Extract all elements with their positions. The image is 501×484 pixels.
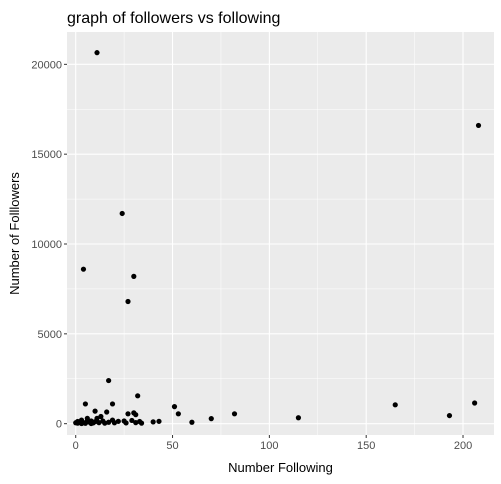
data-point (138, 420, 145, 426)
data-point (295, 415, 302, 421)
data-point (106, 377, 112, 384)
data-point (94, 50, 100, 56)
y-axis: 0 5000 10000 15000 20000 (31, 59, 67, 431)
data-point (92, 419, 98, 425)
x-axis-label: Number Following (228, 460, 333, 475)
data-point (104, 409, 110, 415)
data-point (115, 418, 121, 424)
minor-gridlines (67, 32, 494, 435)
data-points (73, 50, 482, 427)
data-point (475, 122, 482, 129)
data-point (96, 420, 102, 426)
x-tick-label: 50 (166, 440, 178, 452)
data-point (75, 420, 81, 426)
data-point (106, 419, 112, 425)
data-point (123, 420, 129, 426)
data-point (135, 393, 141, 399)
data-point (472, 400, 478, 406)
data-point (208, 416, 214, 422)
y-tick-label: 5000 (38, 329, 62, 341)
data-point (175, 411, 181, 417)
data-point (80, 266, 87, 272)
data-point (446, 412, 453, 419)
y-tick-label: 20000 (31, 59, 62, 71)
data-point (189, 419, 195, 425)
x-tick-label: 200 (454, 440, 472, 452)
y-tick-label: 15000 (31, 149, 62, 161)
data-point (133, 420, 139, 426)
data-point (131, 273, 137, 279)
data-point (82, 401, 88, 407)
x-axis: 0 50 100 150 200 (73, 435, 472, 452)
data-point (98, 413, 104, 420)
x-tick-label: 0 (73, 440, 79, 452)
data-point (109, 401, 116, 407)
major-gridlines (67, 32, 494, 435)
data-point (119, 210, 125, 217)
chart-title: graph of followers vs following (67, 10, 280, 27)
data-point (84, 418, 90, 424)
data-point (133, 412, 139, 418)
data-point (125, 298, 131, 305)
plot-panel (67, 32, 494, 435)
y-tick-label: 10000 (31, 239, 62, 251)
x-tick-label: 150 (357, 440, 375, 452)
data-point (92, 408, 98, 414)
data-point (125, 411, 131, 417)
data-point (78, 420, 85, 427)
y-axis-label: Number of Folllowers (7, 172, 22, 295)
data-point (102, 420, 108, 426)
data-point (129, 417, 135, 424)
data-point (392, 402, 398, 408)
y-tick-label: 0 (56, 419, 62, 431)
data-point (231, 411, 238, 417)
data-point (171, 404, 178, 410)
x-tick-label: 100 (260, 440, 278, 452)
data-point (88, 420, 94, 427)
data-point (156, 418, 162, 424)
data-point (150, 419, 156, 425)
